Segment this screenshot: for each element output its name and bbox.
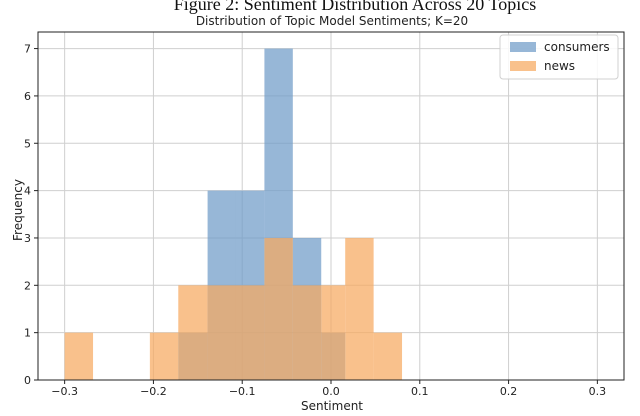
- y-tick-label: 2: [24, 279, 31, 292]
- x-tick-label: 0.3: [589, 385, 607, 398]
- x-tick-label: 0.1: [411, 385, 429, 398]
- x-tick-label: −0.3: [51, 385, 78, 398]
- y-tick-label: 3: [24, 232, 31, 245]
- news-bar: [64, 332, 94, 380]
- y-tick-label: 6: [24, 90, 31, 103]
- news-bar: [178, 285, 208, 380]
- x-axis-label: Sentiment: [301, 399, 363, 413]
- x-tick-label: 0.0: [322, 385, 340, 398]
- legend: consumers news: [499, 34, 619, 80]
- y-tick-label: 0: [24, 374, 31, 387]
- figure-caption: Figure 2: Sentiment Distribution Across …: [174, 0, 536, 14]
- legend-swatch-news: [510, 61, 536, 71]
- y-tick-label: 5: [24, 137, 31, 150]
- news-bar: [207, 285, 236, 380]
- news-bar: [264, 237, 293, 380]
- legend-swatch-consumers: [510, 42, 536, 52]
- legend-label-news: news: [544, 59, 575, 73]
- chart-title: Distribution of Topic Model Sentiments; …: [196, 14, 468, 28]
- legend-label-consumers: consumers: [544, 40, 610, 54]
- news-bars: [64, 237, 403, 380]
- news-bar: [373, 332, 403, 380]
- y-tick-label: 1: [24, 327, 31, 340]
- y-axis-label: Frequency: [11, 179, 25, 241]
- x-tick-label: −0.2: [140, 385, 167, 398]
- news-bar: [345, 237, 374, 380]
- x-axis-ticks: −0.3 −0.2 −0.1 0.0 0.1 0.2 0.3: [51, 380, 606, 398]
- x-tick-label: −0.1: [229, 385, 256, 398]
- news-bar: [292, 285, 322, 380]
- grid-lines: [38, 32, 624, 381]
- x-tick-label: 0.2: [500, 385, 518, 398]
- y-tick-label: 7: [24, 43, 31, 56]
- news-bar: [321, 285, 346, 380]
- y-tick-label: 4: [24, 185, 31, 198]
- news-bar: [149, 332, 179, 380]
- news-bar: [235, 285, 265, 380]
- y-axis-ticks: 0 1 2 3 4 5 6 7: [24, 43, 38, 387]
